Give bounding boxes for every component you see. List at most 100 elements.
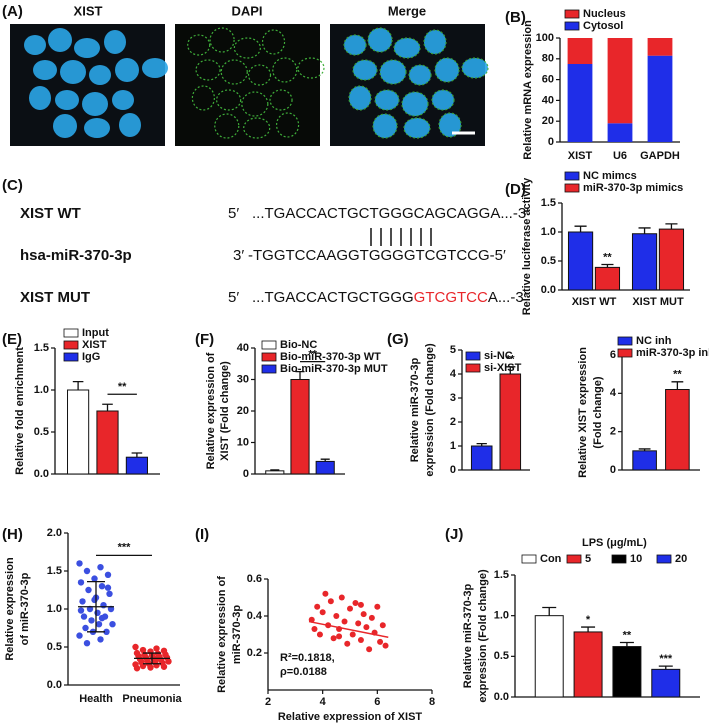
panel-label: (F) <box>195 331 214 348</box>
x-tick-label: U6 <box>613 150 627 162</box>
y-tick-label: 1.5 <box>494 569 509 581</box>
legend-title: LPS (μg/mL) <box>582 537 647 549</box>
legend-label: XIST <box>82 339 107 351</box>
significance-label: ** <box>623 629 632 641</box>
cell <box>24 35 46 55</box>
error-bar <box>505 366 516 374</box>
y-tick-label: 4 <box>450 368 457 380</box>
bar <box>567 231 594 291</box>
cell <box>379 59 407 85</box>
strand-end: 5′ <box>228 205 239 222</box>
y-axis-title: Relative miR-370-3p <box>462 583 474 688</box>
legend-swatch <box>564 183 580 193</box>
point <box>338 594 345 601</box>
cell <box>431 89 455 111</box>
bar <box>499 373 522 471</box>
point <box>374 603 381 610</box>
y-tick-label: 1.0 <box>541 226 556 238</box>
legend-label: 10 <box>630 553 642 565</box>
legend-label: Con <box>540 553 562 565</box>
point <box>368 614 375 621</box>
point <box>341 618 348 625</box>
error-bar <box>619 641 634 647</box>
y-tick-label: 1.5 <box>34 342 49 354</box>
bar-segment <box>567 38 593 64</box>
cell <box>55 90 79 110</box>
cell <box>403 117 431 139</box>
cell <box>74 38 100 58</box>
x-tick-label: 6 <box>374 696 380 708</box>
y-tick-label: 1.5 <box>47 565 62 577</box>
cell <box>112 90 134 110</box>
cell <box>33 60 57 80</box>
significance-label: ** <box>506 354 515 366</box>
legend-label: si-NC <box>484 350 513 362</box>
y-axis-title: Relative mRNA expression <box>522 20 534 160</box>
cell <box>241 91 269 117</box>
legend-swatch <box>656 554 672 564</box>
point <box>349 631 356 638</box>
error-bar <box>638 448 651 451</box>
dot <box>97 636 104 643</box>
dot <box>76 632 83 639</box>
legend-swatch <box>465 363 481 373</box>
dot <box>76 560 83 567</box>
y-axis-title: Relative XIST expression <box>577 347 589 478</box>
y-tick-label: 3 <box>450 392 456 404</box>
x-tick-label: GAPDH <box>640 150 680 162</box>
y-tick-label: 100 <box>536 32 554 44</box>
y-tick-label: 0 <box>450 464 456 476</box>
point <box>352 600 359 607</box>
bar-segment <box>647 55 673 142</box>
legend-swatch <box>521 554 537 564</box>
error-bar <box>72 380 84 390</box>
legend-label: IgG <box>82 351 100 363</box>
point <box>360 611 367 618</box>
y-tick-label: 0.0 <box>34 468 49 480</box>
y-axis-title: miR-370-3p <box>231 605 243 665</box>
y-tick-label: 2 <box>450 416 456 428</box>
y-tick-label: 40 <box>542 94 554 106</box>
error-bar <box>320 458 330 462</box>
legend-label: 20 <box>675 553 687 565</box>
bar <box>632 450 657 471</box>
legend-label: Bio-miR-370-3p WT <box>280 351 381 363</box>
sequence-part: GTCGTCC <box>414 289 488 306</box>
significance-label: *** <box>659 653 673 665</box>
y-tick-label: 0.0 <box>541 284 556 296</box>
dot <box>80 613 88 620</box>
y-axis-title: expression (Fold change) <box>424 343 436 477</box>
point <box>379 622 386 629</box>
error-bar <box>665 223 678 230</box>
y-tick-label: 1.0 <box>34 384 49 396</box>
cell <box>115 58 139 82</box>
bar <box>612 646 642 698</box>
error-bar <box>574 225 587 232</box>
cell <box>243 117 271 139</box>
y-axis-title: Relative luciferase activity <box>521 177 533 315</box>
error-bar <box>295 370 305 380</box>
cells <box>24 27 489 139</box>
panel-label: (I) <box>195 526 209 543</box>
fit-line <box>308 620 389 639</box>
dot <box>132 643 139 651</box>
legend-label: Nucleus <box>583 8 626 20</box>
legend-swatch <box>261 364 277 374</box>
y-tick-label: 0.4 <box>247 610 263 622</box>
cell <box>195 59 221 81</box>
legend-swatch <box>564 21 580 31</box>
dot <box>82 624 89 632</box>
y-axis-title: Relative fold enrichment <box>14 347 26 475</box>
legend-swatch <box>564 171 580 181</box>
point <box>316 631 323 638</box>
y-tick-label: 0.2 <box>247 647 262 659</box>
bar <box>658 228 685 291</box>
cell <box>423 29 447 55</box>
legend-label: Bio-miR-370-3p MUT <box>280 363 388 375</box>
point <box>357 601 364 608</box>
image-title: DAPI <box>231 3 262 18</box>
dot <box>77 579 85 586</box>
dot <box>103 628 110 635</box>
dot <box>147 664 154 671</box>
